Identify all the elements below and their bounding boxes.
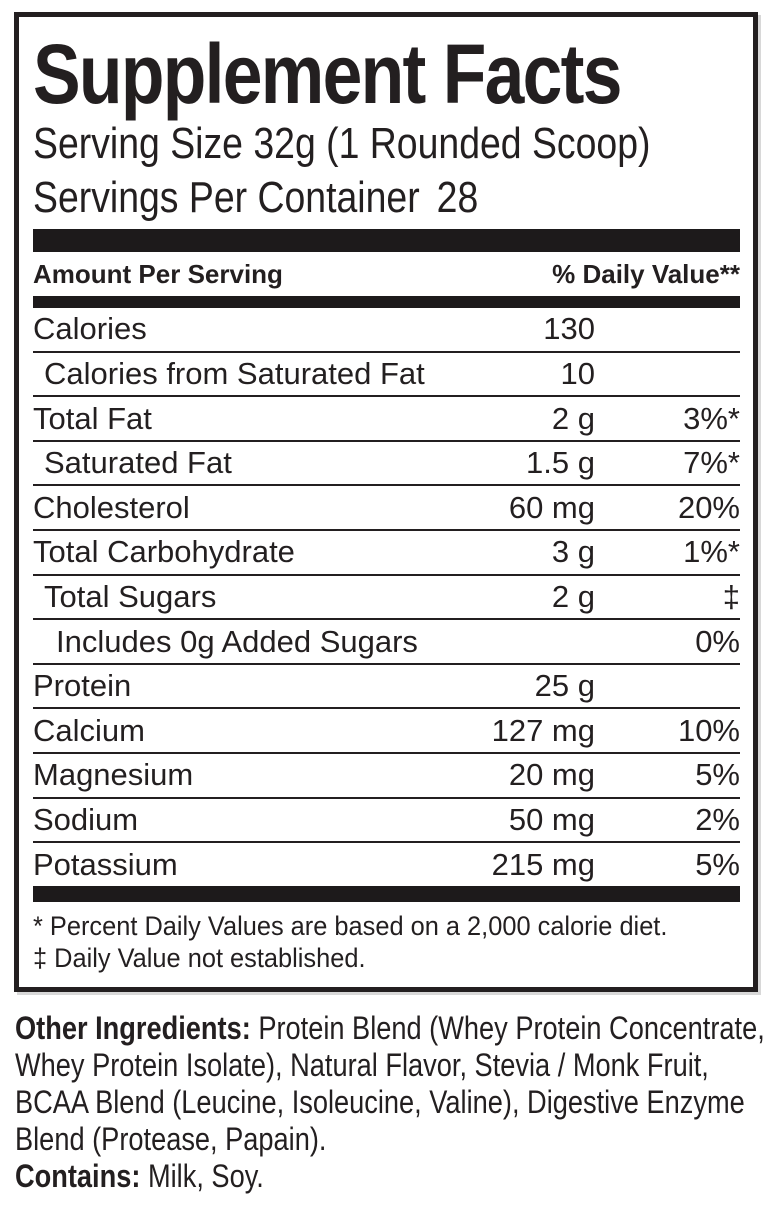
nutrient-dv: 5% <box>695 846 740 882</box>
nutrient-dv: 5% <box>695 757 740 793</box>
row-total-carbohydrate: Total Carbohydrate 3 g 1%* <box>33 531 740 576</box>
contains-statement: Contains: Milk, Soy. <box>15 1158 264 1194</box>
nutrient-amount: 50 mg <box>508 802 595 837</box>
other-ingredients-line-4: Blend (Protease, Papain). <box>15 1121 327 1157</box>
nutrient-name: Calories <box>33 311 147 347</box>
nutrient-name: Sodium <box>33 802 139 837</box>
row-magnesium: Magnesium 20 mg 5% <box>33 754 740 799</box>
nutrient-name: Total Sugars <box>44 578 217 614</box>
servings-per-container: Servings Per Container 28 <box>33 171 634 225</box>
other-ingredients-label: Other Ingredients: <box>15 1010 251 1046</box>
nutrient-name: Magnesium <box>33 757 194 793</box>
row-saturated-fat: Saturated Fat 1.5 g 7%* <box>33 442 740 487</box>
nutrient-name: Includes 0g Added Sugars <box>56 623 418 659</box>
nutrient-amount: 2 g <box>551 578 595 614</box>
nutrient-dv: 3%* <box>683 400 740 436</box>
nutrient-rows: Calories 130 Calories from Saturated Fat… <box>33 308 740 886</box>
row-total-sugars: Total Sugars 2 g ‡ <box>33 576 740 621</box>
row-added-sugars: Includes 0g Added Sugars 0% <box>33 620 740 665</box>
footnote-percent-dv: * Percent Daily Values are based on a 2,… <box>33 911 668 941</box>
other-ingredients-line-2: Whey Protein Isolate), Natural Flavor, S… <box>15 1047 709 1083</box>
nutrient-dv: 2% <box>695 802 740 837</box>
nutrient-amount: 127 mg <box>491 712 595 748</box>
other-ingredients-line-1: Other Ingredients: Protein Blend (Whey P… <box>15 1010 765 1046</box>
nutrient-amount: 3 g <box>551 534 595 570</box>
nutrient-amount: 60 mg <box>508 489 595 525</box>
nutrient-amount: 10 <box>560 355 595 391</box>
nutrient-name: Cholesterol <box>33 489 190 525</box>
separator-bar-header <box>33 296 740 308</box>
nutrient-dv: 10% <box>677 712 740 748</box>
nutrient-name: Calories from Saturated Fat <box>44 355 425 391</box>
column-header-amount: Amount Per Serving <box>33 258 283 289</box>
nutrient-dv: 7%* <box>683 445 740 481</box>
nutrient-amount: 20 mg <box>508 757 595 793</box>
serving-size: Serving Size 32g (1 Rounded Scoop) <box>33 119 651 168</box>
nutrient-amount: 130 <box>543 311 595 347</box>
nutrient-dv: 0% <box>695 623 740 659</box>
servings-label: Servings Per Container <box>33 173 420 222</box>
panel-title: Supplement Facts <box>33 27 622 121</box>
footnotes: * Percent Daily Values are based on a 2,… <box>33 902 740 974</box>
nutrient-amount: 2 g <box>551 400 595 436</box>
row-calories: Calories 130 <box>33 308 740 353</box>
row-calcium: Calcium 127 mg 10% <box>33 709 740 755</box>
column-header-row: Amount Per Serving % Daily Value** <box>33 252 740 296</box>
nutrient-name: Calcium <box>33 712 145 748</box>
separator-bar-bottom <box>33 886 740 902</box>
nutrient-amount: 1.5 g <box>526 445 595 481</box>
servings-value: 28 <box>436 173 479 222</box>
footnote-dv-not-established: ‡ Daily Value not established. <box>33 943 366 973</box>
nutrient-dv: 20% <box>677 489 740 525</box>
nutrient-name: Potassium <box>33 846 178 882</box>
nutrient-name: Total Fat <box>33 400 152 436</box>
row-protein: Protein 25 g <box>33 665 740 710</box>
row-sodium: Sodium 50 mg 2% <box>33 799 740 844</box>
nutrient-name: Protein <box>33 668 132 704</box>
other-ingredients-line-3: BCAA Blend (Leucine, Isoleucine, Valine)… <box>15 1084 745 1120</box>
nutrient-dv: ‡ <box>722 578 740 614</box>
row-total-fat: Total Fat 2 g 3%* <box>33 397 740 442</box>
nutrient-dv: 1%* <box>683 534 740 570</box>
nutrient-name: Saturated Fat <box>44 445 232 481</box>
nutrient-amount: 215 mg <box>491 846 595 882</box>
supplement-facts-panel: Supplement Facts Serving Size 32g (1 Rou… <box>14 12 758 992</box>
contains-label: Contains: <box>15 1158 141 1194</box>
row-calories-from-saturated-fat: Calories from Saturated Fat 10 <box>33 353 740 398</box>
nutrient-name: Total Carbohydrate <box>33 534 295 570</box>
row-cholesterol: Cholesterol 60 mg 20% <box>33 486 740 532</box>
nutrient-amount: 25 g <box>534 668 595 704</box>
column-header-dv: % Daily Value** <box>552 258 740 289</box>
separator-bar-top <box>33 229 740 252</box>
ingredients-section: Other Ingredients: Protein Blend (Whey P… <box>15 1010 776 1195</box>
row-potassium: Potassium 215 mg 5% <box>33 843 740 886</box>
